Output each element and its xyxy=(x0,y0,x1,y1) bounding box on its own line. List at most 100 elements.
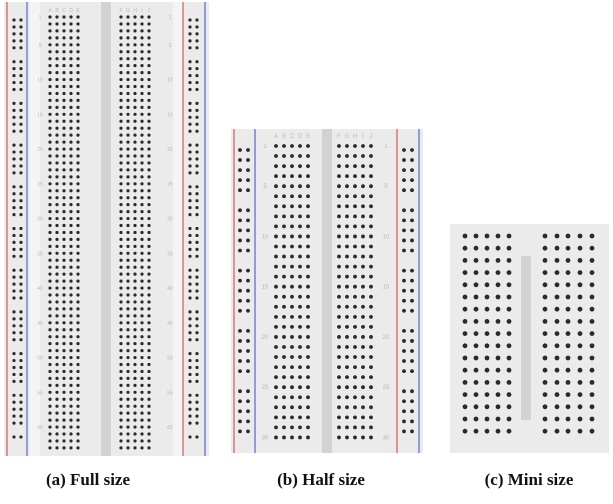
hole xyxy=(238,359,242,363)
hole xyxy=(274,345,278,349)
row-number: 20 xyxy=(383,335,390,341)
hole xyxy=(12,122,16,126)
hole xyxy=(495,355,501,361)
row-number: 40 xyxy=(167,286,173,292)
hole xyxy=(369,435,373,440)
hole xyxy=(274,224,278,229)
hole xyxy=(19,275,23,279)
hole xyxy=(126,84,130,89)
hole xyxy=(361,164,365,169)
column-letter: C xyxy=(62,8,66,14)
hole xyxy=(119,390,123,394)
hole xyxy=(69,154,73,158)
hole xyxy=(246,208,250,213)
row-number: 5 xyxy=(169,43,172,49)
hole xyxy=(484,270,490,275)
hole xyxy=(19,157,23,161)
row-number: 45 xyxy=(167,321,173,327)
hole xyxy=(126,43,130,47)
hole xyxy=(554,233,560,239)
hole xyxy=(542,392,548,397)
hole xyxy=(282,144,286,148)
hole xyxy=(62,22,66,26)
hole xyxy=(12,240,16,244)
hole xyxy=(69,237,73,241)
hole xyxy=(246,339,250,343)
hole xyxy=(140,244,144,248)
hole xyxy=(195,115,199,119)
hole xyxy=(274,425,278,430)
hole xyxy=(495,294,501,300)
hole xyxy=(140,43,144,47)
hole xyxy=(12,372,16,377)
hole xyxy=(19,421,23,425)
hole xyxy=(188,199,192,203)
hole xyxy=(48,307,52,311)
hole xyxy=(274,204,278,209)
hole xyxy=(361,365,365,369)
hole xyxy=(306,335,310,339)
hole xyxy=(19,171,23,175)
hole xyxy=(410,278,414,283)
hole xyxy=(55,335,59,339)
hole xyxy=(126,383,130,387)
hole xyxy=(12,393,16,397)
hole xyxy=(55,36,59,40)
column-letter: H xyxy=(353,134,357,140)
hole xyxy=(55,362,59,367)
hole xyxy=(353,164,357,169)
hole xyxy=(290,274,294,279)
rail-separator xyxy=(173,2,183,456)
hole xyxy=(12,247,16,251)
caption-half-size: (b) Half size xyxy=(277,470,365,489)
hole xyxy=(353,415,357,420)
hole xyxy=(195,143,199,147)
hole xyxy=(55,300,59,304)
hole xyxy=(140,376,144,380)
hole xyxy=(76,57,80,61)
hole xyxy=(69,404,73,408)
hole xyxy=(62,349,66,353)
hole xyxy=(69,22,73,26)
hole xyxy=(337,375,341,380)
hole xyxy=(188,414,192,418)
hole xyxy=(298,375,302,380)
hole xyxy=(62,321,66,325)
hole xyxy=(495,245,501,251)
hole xyxy=(290,375,294,380)
hole xyxy=(69,126,73,130)
hole xyxy=(353,425,357,430)
hole xyxy=(12,67,16,71)
hole xyxy=(119,50,123,54)
hole xyxy=(473,392,479,397)
hole xyxy=(147,175,151,179)
hole xyxy=(48,390,52,394)
hole xyxy=(337,385,341,390)
hole xyxy=(147,293,151,297)
hole xyxy=(69,196,73,200)
hole xyxy=(290,425,294,430)
hole xyxy=(133,265,137,269)
hole xyxy=(12,206,16,210)
hole xyxy=(119,230,123,235)
hole xyxy=(12,365,16,370)
hole xyxy=(12,407,16,411)
hole xyxy=(402,278,406,283)
hole xyxy=(126,119,130,123)
hole xyxy=(76,293,80,297)
row-number: 1 xyxy=(169,15,172,21)
hole xyxy=(337,274,341,279)
hole xyxy=(133,203,137,207)
hole xyxy=(402,208,406,213)
hole xyxy=(188,379,192,383)
hole xyxy=(126,279,130,283)
hole xyxy=(12,39,16,43)
hole xyxy=(140,126,144,130)
row-number: 25 xyxy=(383,385,390,391)
hole xyxy=(589,294,595,300)
hole xyxy=(126,300,130,304)
hole xyxy=(345,254,349,259)
hole xyxy=(133,446,137,450)
hole xyxy=(55,161,59,165)
hole xyxy=(495,428,501,434)
